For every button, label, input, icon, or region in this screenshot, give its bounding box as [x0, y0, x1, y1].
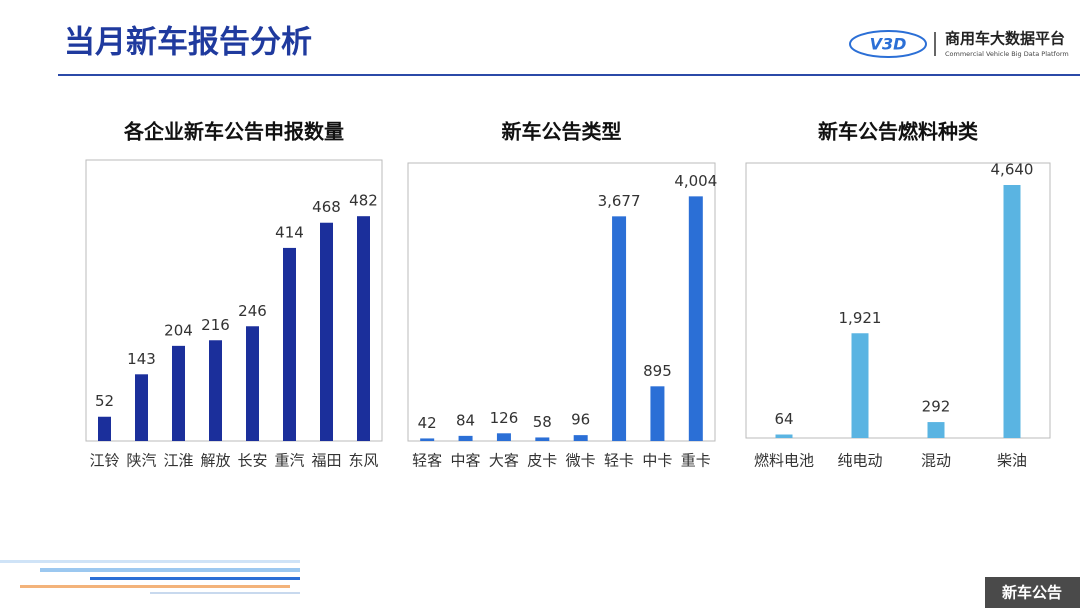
bar	[420, 438, 435, 441]
value-label: 4,004	[674, 172, 717, 190]
bar	[320, 222, 333, 441]
chart-title: 新车公告类型	[502, 120, 622, 144]
chart-frame	[85, 159, 383, 442]
bar	[1003, 185, 1021, 438]
value-label: 64	[774, 410, 793, 428]
value-label: 246	[238, 302, 267, 320]
value-label: 143	[127, 350, 156, 368]
logo-subtitle: Commercial Vehicle Big Data Platform	[945, 50, 1069, 58]
x-tick-label: 福田	[311, 452, 341, 470]
x-tick-label: 江铃	[89, 452, 119, 470]
value-label: 126	[490, 409, 519, 427]
bar	[775, 434, 793, 438]
value-label: 1,921	[839, 309, 882, 327]
logo-name: 商用车大数据平台	[945, 30, 1065, 48]
footer-tag	[985, 577, 1080, 608]
x-tick-label: 微卡	[566, 452, 596, 470]
x-tick-label: 解放	[200, 452, 230, 470]
value-label: 42	[418, 414, 437, 432]
x-tick-label: 轻卡	[604, 452, 634, 470]
decoration	[0, 560, 300, 594]
bar	[458, 435, 473, 441]
bar	[357, 216, 370, 441]
value-label: 96	[571, 411, 590, 429]
x-tick-label: 重汽	[274, 452, 304, 470]
x-tick-label: 大客	[489, 452, 519, 470]
bar	[573, 435, 588, 441]
bar	[98, 416, 111, 441]
bar	[209, 340, 222, 441]
bar	[851, 333, 869, 438]
value-label: 3,677	[598, 192, 641, 210]
logo-ring	[849, 30, 927, 58]
bar	[650, 386, 665, 441]
bar	[135, 374, 148, 441]
streak	[150, 592, 300, 594]
streak	[90, 577, 300, 580]
footer-label: 新车公告	[1002, 584, 1062, 602]
value-label: 468	[312, 198, 341, 216]
bar	[283, 247, 296, 441]
value-label: 58	[533, 413, 552, 431]
value-label: 52	[95, 392, 114, 410]
value-label: 482	[349, 192, 378, 210]
x-tick-label: 江淮	[163, 452, 193, 470]
value-label: 414	[275, 223, 304, 241]
value-label: 895	[643, 362, 672, 380]
bar	[535, 437, 550, 441]
x-tick-label: 长安	[237, 452, 267, 470]
value-label: 204	[164, 321, 193, 339]
streak	[0, 560, 300, 563]
x-tick-label: 中客	[451, 452, 481, 470]
bar	[927, 422, 945, 438]
x-tick-label: 柴油	[997, 452, 1027, 470]
value-label: 4,640	[991, 161, 1034, 179]
x-tick-label: 重卡	[681, 452, 711, 470]
x-tick-label: 皮卡	[527, 452, 557, 470]
bar	[246, 326, 259, 441]
chart-title: 新车公告燃料种类	[818, 120, 978, 144]
x-tick-label: 纯电动	[837, 452, 882, 470]
bar	[612, 216, 627, 441]
streak	[20, 585, 290, 588]
value-label: 84	[456, 411, 475, 429]
x-tick-label: 东风	[348, 452, 378, 470]
bar	[688, 196, 703, 441]
x-tick-label: 轻客	[412, 452, 442, 470]
x-tick-label: 燃料电池	[754, 452, 814, 470]
chart-frame	[745, 162, 1051, 439]
logo-mark: V3D	[870, 35, 907, 54]
slide-title: 当月新车报告分析	[64, 25, 312, 61]
chart-title: 各企业新车公告申报数量	[123, 120, 344, 144]
value-label: 292	[922, 398, 951, 416]
bar	[496, 433, 511, 441]
x-tick-label: 陕汽	[126, 452, 156, 470]
bar	[172, 345, 185, 441]
streak	[40, 568, 300, 572]
chart-frame	[407, 162, 716, 442]
x-tick-label: 中卡	[642, 452, 672, 470]
x-tick-label: 混动	[921, 452, 951, 470]
value-label: 216	[201, 316, 230, 334]
